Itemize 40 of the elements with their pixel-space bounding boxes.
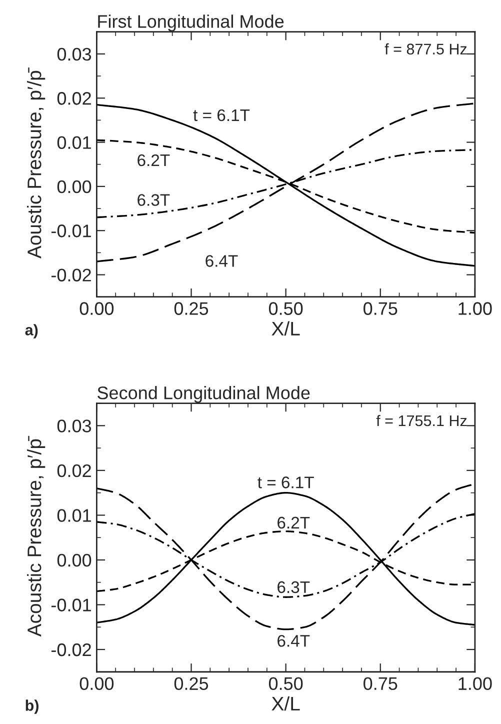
chart-title: First Longitudinal Mode [98, 14, 284, 32]
y-tick-label: 0.02 [57, 464, 91, 478]
y-tick-label: 0.00 [57, 180, 92, 194]
y-tick-label: 0.03 [57, 420, 92, 432]
x-tick-label: 1.00 [458, 677, 492, 690]
annotation: f = 877.5 Hz [384, 43, 467, 55]
x-axis-title: X/L [272, 321, 300, 336]
x-tick-label: 0.25 [174, 677, 208, 690]
y-tick-label: 0.01 [57, 136, 91, 149]
y-tick-label: -0.02 [51, 643, 91, 656]
x-tick-label: 0.25 [174, 302, 208, 315]
x-tick-label: 1.00 [458, 302, 492, 315]
y-tick-label: -0.02 [51, 268, 91, 282]
series-label: 6.4T [206, 255, 238, 267]
chart-title: Second Longitudinal Mode [98, 386, 310, 403]
y-axis-title: Aoustic Pressure, p′/p̄ [27, 68, 46, 259]
y-tick-label: 0.02 [57, 92, 91, 105]
y-tick-label: 0.01 [57, 509, 91, 522]
y-tick-label: 0.03 [57, 48, 92, 61]
series-label: 6.2T [278, 516, 310, 529]
x-tick-label: 0.75 [364, 677, 398, 690]
y-axis-title: Acoustic Pressure, p′/p̄ [27, 436, 46, 637]
series-label: t = 6.1T [193, 109, 250, 122]
series-label: t = 6.1T [258, 476, 314, 488]
series-label: 6.2T [138, 154, 170, 166]
x-axis-title: X/L [272, 696, 300, 711]
x-tick-label: 0.00 [80, 677, 114, 690]
x-tick-label: 0.75 [364, 302, 398, 315]
y-tick-label: -0.01 [51, 224, 91, 238]
series-label: 6.3T [138, 194, 170, 206]
series-label: 6.3T [278, 581, 310, 594]
text: a) [25, 324, 38, 338]
x-tick-label: 0.50 [268, 302, 303, 315]
x-tick-label: 0.50 [268, 677, 303, 690]
annotation: f = 1755.1 Hz [376, 414, 467, 426]
text: b) [26, 700, 38, 714]
y-tick-label: -0.01 [51, 598, 91, 612]
x-tick-label: 0.00 [80, 302, 114, 315]
y-tick-label: 0.00 [57, 554, 92, 567]
series-label: 6.4T [278, 634, 310, 647]
